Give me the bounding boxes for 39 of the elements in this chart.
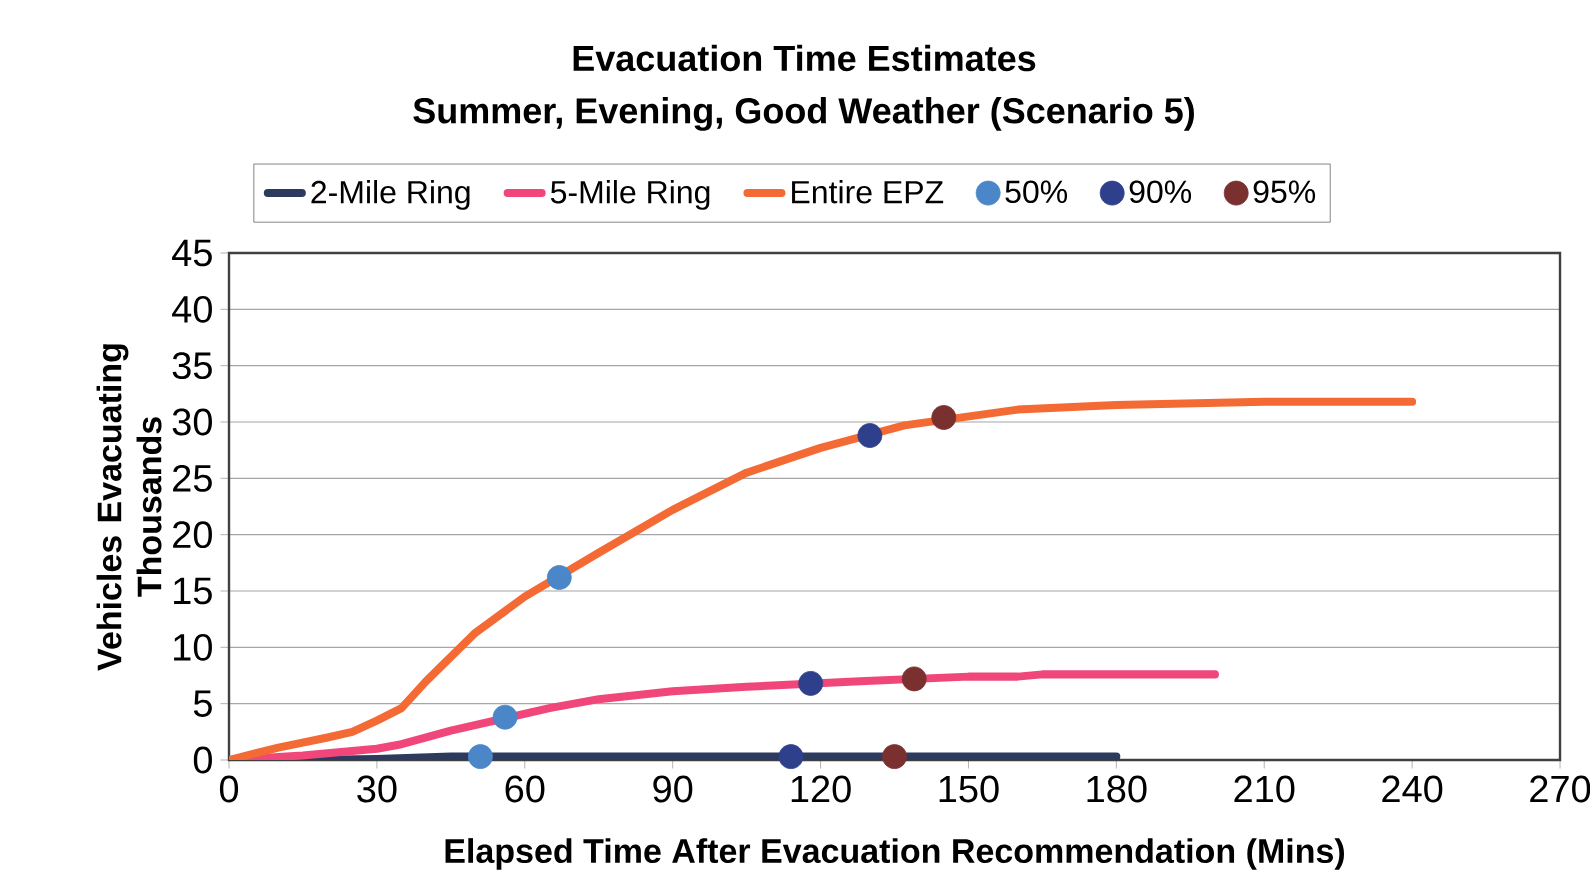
y-tick-label: 45 — [172, 239, 212, 267]
y-tick-label: 15 — [174, 577, 212, 605]
y-tick-label: 40 — [172, 295, 212, 323]
legend-label: 5-Mile Ring — [550, 180, 710, 210]
y-tick-label: 5 — [193, 690, 212, 717]
point — [798, 670, 824, 696]
x-tick-label: 0 — [219, 775, 239, 803]
y-tick-label: 10 — [174, 633, 212, 661]
x-tick-label: 270 — [1530, 775, 1590, 803]
y-tick-label: 30 — [172, 408, 212, 436]
point — [468, 744, 493, 770]
x-axis-title: Elapsed Time After Evacuation Recommendation (Mins) — [445, 838, 1345, 870]
legend-label: 2-Mile Ring — [311, 180, 470, 210]
chart-title: Evacuation Time Estimates — [573, 44, 1036, 72]
point — [857, 423, 883, 448]
y-tick-label: 25 — [173, 464, 212, 492]
x-tick-label: 150 — [939, 775, 999, 803]
legend-label: 95% — [1253, 180, 1316, 204]
x-tick-label: 120 — [791, 775, 851, 803]
y-tick-label: 35 — [172, 352, 212, 380]
x-tick-label: 240 — [1382, 775, 1443, 803]
chart-subtitle: Summer, Evening, Good Weather (Scenario 5) — [413, 97, 1194, 131]
x-tick-label: 60 — [505, 775, 545, 803]
point — [882, 744, 907, 770]
legend-label: Entire EPZ — [792, 180, 944, 204]
point — [778, 744, 804, 770]
point — [546, 565, 572, 590]
x-tick-label: 210 — [1234, 775, 1295, 803]
y-axis-title: Vehicles Evacuating Thousands — [96, 344, 162, 671]
y-tick-label: 0 — [193, 746, 212, 774]
legend-label: 90% — [1129, 180, 1192, 204]
x-tick-label: 90 — [653, 775, 693, 803]
point — [931, 405, 957, 430]
point — [901, 666, 927, 692]
y-tick-label: 20 — [173, 521, 212, 549]
x-tick-label: 30 — [357, 775, 397, 803]
x-tick-label: 180 — [1087, 775, 1147, 803]
legend-label: 50% — [1005, 180, 1068, 204]
point — [492, 704, 518, 730]
